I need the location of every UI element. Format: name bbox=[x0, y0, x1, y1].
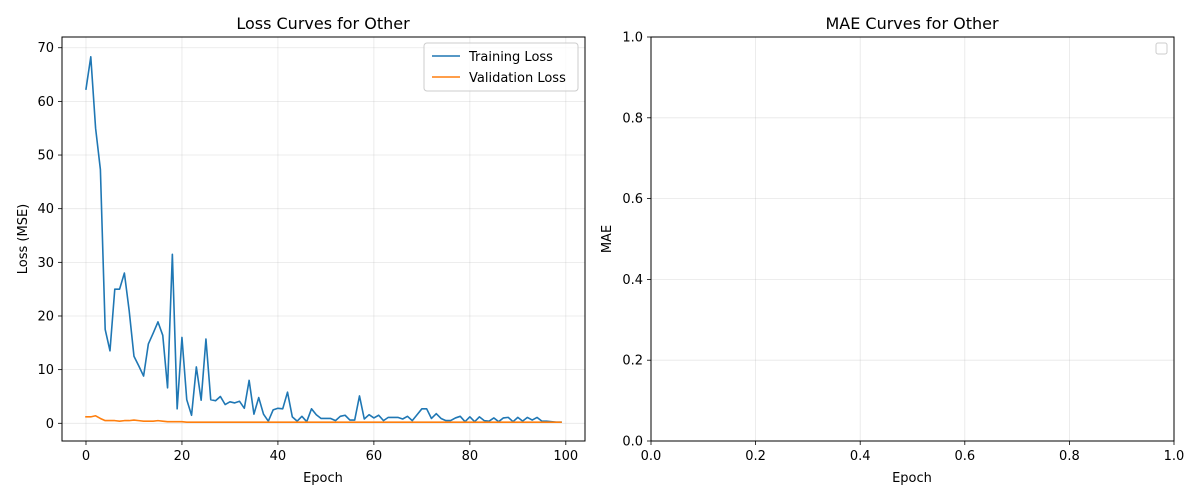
mae-chart-panel: MAE Curves for Other 0.0 0.2 0.4 0.6 0.8 1.00… bbox=[600, 14, 1184, 486]
loss-chart-y-tick-label: 60 bbox=[37, 95, 54, 110]
loss-chart-y-tick-label: 0 bbox=[46, 417, 54, 432]
loss-chart-y-tick-label: 40 bbox=[37, 202, 54, 217]
mae-chart-x-tick-label: 0.8 bbox=[1059, 449, 1080, 464]
loss-chart-x-tick-label: 40 bbox=[270, 449, 287, 464]
loss-chart-x-axis-label: Epoch bbox=[303, 471, 343, 486]
mae-chart-y-tick-label: 0.0 bbox=[622, 435, 643, 450]
mae-chart-plot-area bbox=[650, 36, 1175, 442]
loss-chart-x-tick-label: 0 bbox=[82, 449, 90, 464]
mae-chart-x-tick-label: 0.2 bbox=[745, 449, 766, 464]
mae-chart-y-tick-label: 0.4 bbox=[622, 273, 643, 288]
loss-chart-x-tick-label: 100 bbox=[553, 449, 578, 464]
loss-chart-legend-box bbox=[423, 42, 579, 92]
loss-chart-x-tick-label: 80 bbox=[462, 449, 479, 464]
loss-chart-legend: Training Loss Validation Loss bbox=[423, 42, 579, 92]
loss-chart-y-tick-label: 20 bbox=[37, 309, 54, 324]
loss-chart-grid bbox=[62, 37, 585, 441]
mae-chart-x-tick-label: 1.0 bbox=[1164, 449, 1185, 464]
mae-chart-empty-legend bbox=[1155, 42, 1168, 55]
mae-chart-y-tick-label: 0.2 bbox=[622, 354, 643, 369]
loss-chart-y-axis-label: Loss (MSE) bbox=[16, 204, 31, 274]
mae-chart-x-tick-label: 0.0 bbox=[641, 449, 662, 464]
loss-chart-plot-area bbox=[61, 36, 586, 442]
mae-chart-ticks: 0.0 0.2 0.4 0.6 0.8 1.0 0.0 0.2 0.4 0.6 0.8 1.0 bbox=[622, 31, 1184, 465]
mae-chart-y-tick-label: 0.6 bbox=[622, 192, 643, 207]
mae-chart-x-tick-label: 0.4 bbox=[850, 449, 871, 464]
loss-chart-y-tick-label: 70 bbox=[37, 41, 54, 56]
loss-chart-x-tick-label: 60 bbox=[366, 449, 383, 464]
loss-chart-x-tick-label: 20 bbox=[174, 449, 191, 464]
mae-chart-y-tick-label: 0.8 bbox=[622, 111, 643, 126]
mae-chart-x-axis-label: Epoch bbox=[892, 471, 932, 486]
loss-chart-title: Loss Curves for Other bbox=[236, 14, 410, 33]
loss-chart-y-tick-label: 50 bbox=[37, 149, 54, 164]
mae-chart-x-tick-label: 0.6 bbox=[954, 449, 975, 464]
legend-label-validation-loss: Validation Loss bbox=[469, 71, 566, 86]
series-line-training-loss bbox=[85, 56, 562, 424]
mae-chart-y-axis-label: MAE bbox=[600, 225, 615, 253]
loss-chart-panel: Loss Curves for Other 0 20 40 60 80 100 0 10 20 3… bbox=[16, 14, 586, 486]
series-line-validation-loss bbox=[85, 414, 562, 424]
mae-chart-title: MAE Curves for Other bbox=[825, 14, 999, 33]
loss-chart-y-tick-label: 30 bbox=[37, 256, 54, 271]
legend-label-training-loss: Training Loss bbox=[468, 50, 553, 65]
loss-chart-ticks: 0 20 40 60 80 100 0 10 20 30 40 50 60 70 bbox=[37, 41, 578, 464]
mae-chart-y-tick-label: 1.0 bbox=[622, 31, 643, 46]
loss-chart-series bbox=[85, 56, 562, 424]
loss-chart-y-tick-label: 10 bbox=[37, 363, 54, 378]
